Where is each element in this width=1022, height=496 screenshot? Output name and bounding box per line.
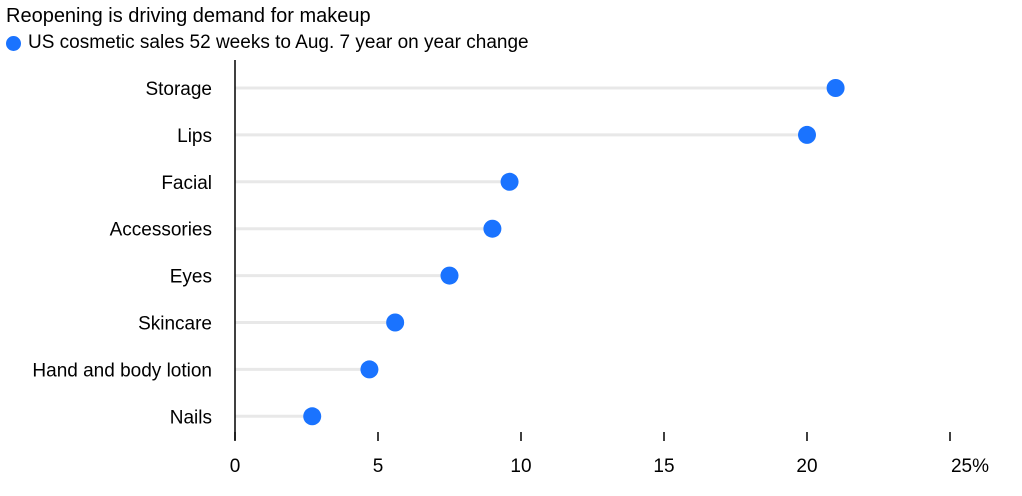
data-point (360, 360, 379, 379)
x-tick-label: 10 (510, 456, 531, 477)
legend-label: US cosmetic sales 52 weeks to Aug. 7 yea… (28, 32, 529, 53)
category-label: Lips (177, 126, 212, 147)
category-label: Accessories (110, 220, 212, 241)
category-label: Facial (161, 173, 212, 194)
data-point (500, 172, 519, 191)
data-point (303, 407, 322, 426)
x-tick-label: 25% (951, 456, 989, 477)
data-point (386, 313, 405, 332)
data-point (440, 266, 459, 285)
x-tick-label: 5 (373, 456, 384, 477)
data-point (826, 79, 845, 97)
x-tick-label: 0 (230, 456, 241, 477)
category-label: Nails (170, 407, 212, 428)
x-tick-label: 15 (653, 456, 674, 477)
x-tick-label: 20 (796, 456, 817, 477)
chart-title: Reopening is driving demand for makeup (6, 5, 371, 27)
legend-marker (6, 35, 21, 51)
category-label: Eyes (170, 267, 212, 288)
data-point (798, 125, 816, 144)
category-label: Hand and body lotion (32, 360, 212, 381)
category-label: Skincare (138, 314, 212, 335)
data-point (483, 219, 502, 238)
category-label: Storage (145, 79, 212, 100)
legend: US cosmetic sales 52 weeks to Aug. 7 yea… (6, 31, 529, 55)
